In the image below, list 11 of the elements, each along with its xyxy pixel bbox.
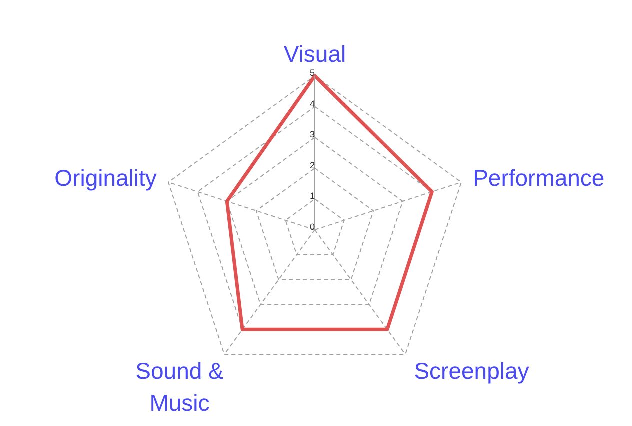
spoke-label: Sound & Music — [136, 358, 224, 416]
y-tick-label: 5 — [310, 68, 315, 78]
spoke-label: Visual — [284, 41, 346, 68]
spoke-label: Originality — [54, 165, 158, 192]
y-tick-label: 3 — [310, 130, 315, 140]
y-tick-label: 1 — [310, 191, 315, 202]
y-tick-label: 4 — [310, 98, 315, 109]
spoke-label: Performance — [473, 165, 605, 192]
spoke-label: Screenplay — [414, 358, 530, 384]
y-tick-label: 0 — [310, 222, 315, 232]
y-tick-label: 2 — [310, 160, 315, 170]
